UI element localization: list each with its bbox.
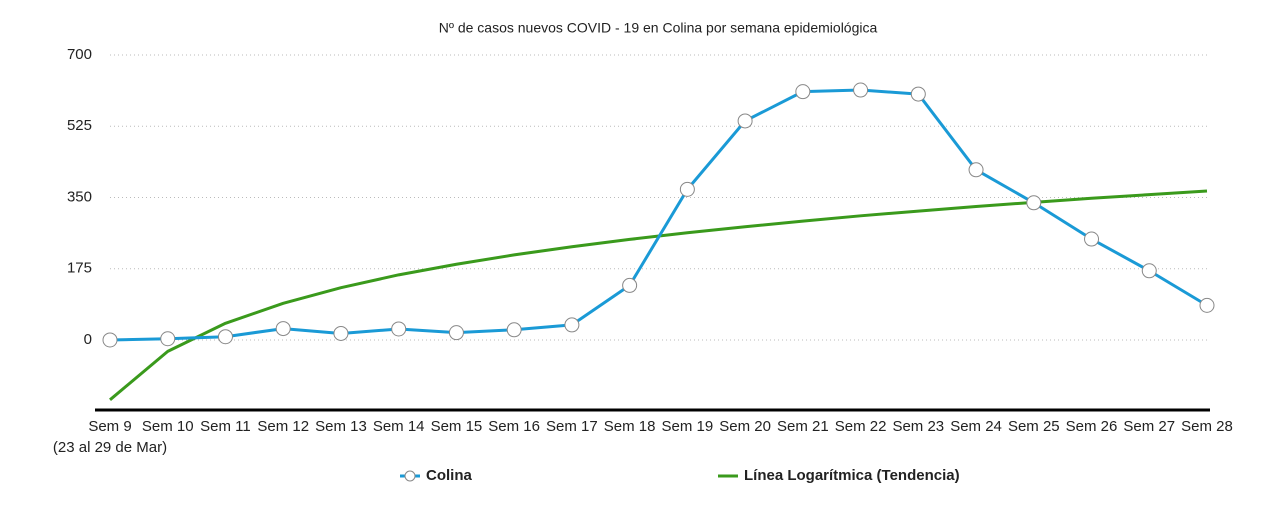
x-tick-label: Sem 12 xyxy=(257,418,309,435)
x-tick-label: Sem 20 xyxy=(719,418,771,435)
y-tick-label: 700 xyxy=(67,46,92,63)
data-point xyxy=(160,331,176,347)
legend-label: Colina xyxy=(426,467,472,484)
x-tick-label: Sem 10 xyxy=(142,418,194,435)
data-point xyxy=(853,82,869,98)
chart-title: Nº de casos nuevos COVID - 19 en Colina … xyxy=(439,20,878,36)
x-tick-label: Sem 11 xyxy=(200,418,251,435)
data-point xyxy=(275,321,291,337)
x-tick-label: Sem 21 xyxy=(777,418,829,435)
x-tick-label: Sem 17 xyxy=(546,418,598,435)
data-point xyxy=(506,322,522,338)
data-point xyxy=(391,321,407,337)
legend-label: Línea Logarítmica (Tendencia) xyxy=(744,467,960,484)
series-line xyxy=(109,88,1208,342)
data-point xyxy=(1084,231,1100,247)
data-point xyxy=(448,325,464,341)
data-point xyxy=(968,162,984,178)
x-tick-label: Sem 16 xyxy=(488,418,540,435)
data-point xyxy=(1141,263,1157,279)
x-tick-label: Sem 24 xyxy=(950,418,1002,435)
x-tick-label: Sem 23 xyxy=(892,418,944,435)
y-tick-label: 0 xyxy=(84,331,92,348)
data-point xyxy=(217,329,233,345)
x-tick-label: Sem 27 xyxy=(1123,418,1175,435)
data-point xyxy=(564,317,580,333)
data-point xyxy=(737,113,753,129)
data-point xyxy=(333,325,349,341)
x-tick-label: Sem 28 xyxy=(1181,418,1233,435)
data-point xyxy=(1026,195,1042,211)
x-tick-label: Sem 25 xyxy=(1008,418,1060,435)
data-point xyxy=(679,181,695,197)
series-line xyxy=(109,189,1208,401)
x-tick-label: Sem 26 xyxy=(1066,418,1118,435)
data-point xyxy=(795,84,811,100)
y-tick-label: 175 xyxy=(67,260,92,277)
x-tick-label: Sem 22 xyxy=(835,418,887,435)
legend-marker xyxy=(404,470,416,482)
x-tick-label: Sem 15 xyxy=(431,418,483,435)
x-tick-label: Sem 14 xyxy=(373,418,425,435)
x-tick-label: Sem 18 xyxy=(604,418,656,435)
data-point xyxy=(622,277,638,293)
y-tick-label: 525 xyxy=(67,117,92,134)
data-point xyxy=(910,86,926,102)
x-tick-note: (23 al 29 de Mar) xyxy=(53,439,167,456)
x-tick-label: Sem 19 xyxy=(662,418,714,435)
data-point xyxy=(102,332,118,348)
x-tick-label: Sem 9 xyxy=(88,418,131,435)
x-tick-label: Sem 13 xyxy=(315,418,367,435)
y-tick-label: 350 xyxy=(67,188,92,205)
data-point xyxy=(1199,297,1215,313)
